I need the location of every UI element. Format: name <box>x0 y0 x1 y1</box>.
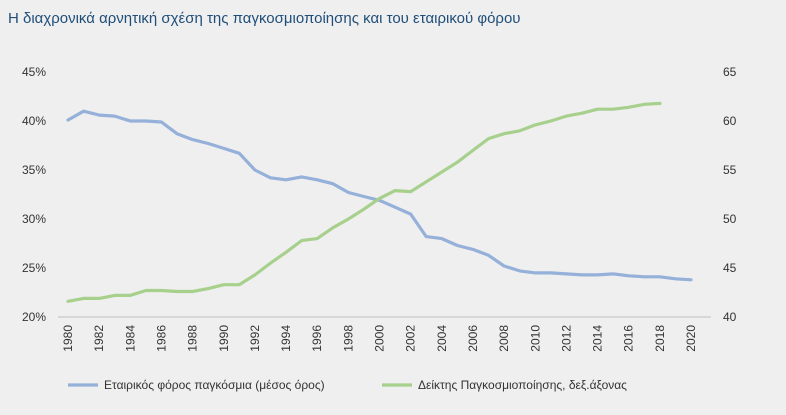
right-tick-label: 55 <box>723 163 737 177</box>
legend-label: Δείκτης Παγκοσμιοποίησης, δεξ.άξονας <box>418 378 627 392</box>
x-tick-label: 1980 <box>61 325 75 352</box>
legend: Εταιρικός φόρος παγκόσμια (μέσος όρος) Δε… <box>68 378 627 392</box>
x-tick-label: 1988 <box>186 325 200 352</box>
left-tick-label: 30% <box>22 212 46 226</box>
x-tick-label: 2012 <box>559 325 573 352</box>
right-axis-ticks: 40 45 50 55 60 65 <box>723 65 737 324</box>
chart-title: Η διαχρονικά αρνητική σχέση της παγκοσμι… <box>8 10 521 27</box>
x-tick-label: 2014 <box>591 325 605 352</box>
x-axis-ticks: 1980 1982 1984 1986 1988 1990 1992 1994 1996 1998… <box>61 325 698 352</box>
x-tick-label: 1984 <box>123 325 137 352</box>
x-tick-label: 2008 <box>497 325 511 352</box>
corporate-tax-line <box>66 109 693 282</box>
x-tick-label: 1994 <box>279 325 293 352</box>
x-tick-label: 2020 <box>684 325 698 352</box>
x-tick-label: 2000 <box>373 325 387 352</box>
x-tick-label: 2016 <box>622 325 636 352</box>
legend-label: Εταιρικός φόρος παγκόσμια (μέσος όρος) <box>104 378 325 392</box>
series-lines <box>66 101 693 303</box>
left-tick-label: 20% <box>22 310 46 324</box>
left-axis-ticks: 20% 25% 30% 35% 40% 45% <box>22 65 46 324</box>
x-tick-label: 1998 <box>341 325 355 352</box>
x-tick-label: 1996 <box>310 325 324 352</box>
x-tick-label: 2010 <box>528 325 542 352</box>
x-tick-label: 1992 <box>248 325 262 352</box>
right-tick-label: 50 <box>723 212 737 226</box>
right-tick-label: 40 <box>723 310 737 324</box>
globalization-index-line <box>66 101 662 303</box>
left-tick-label: 40% <box>22 114 46 128</box>
x-tick-label: 2002 <box>404 325 418 352</box>
x-tick-label: 2004 <box>435 325 449 352</box>
x-tick-label: 1990 <box>217 325 231 352</box>
x-tick-label: 1986 <box>154 325 168 352</box>
right-tick-label: 65 <box>723 65 737 79</box>
x-tick-label: 2018 <box>653 325 667 352</box>
x-tick-label: 1982 <box>92 325 106 352</box>
left-tick-label: 25% <box>22 261 46 275</box>
right-tick-label: 45 <box>723 261 737 275</box>
left-tick-label: 45% <box>22 65 46 79</box>
right-tick-label: 60 <box>723 114 737 128</box>
left-tick-label: 35% <box>22 163 46 177</box>
x-tick-label: 2006 <box>466 325 480 352</box>
